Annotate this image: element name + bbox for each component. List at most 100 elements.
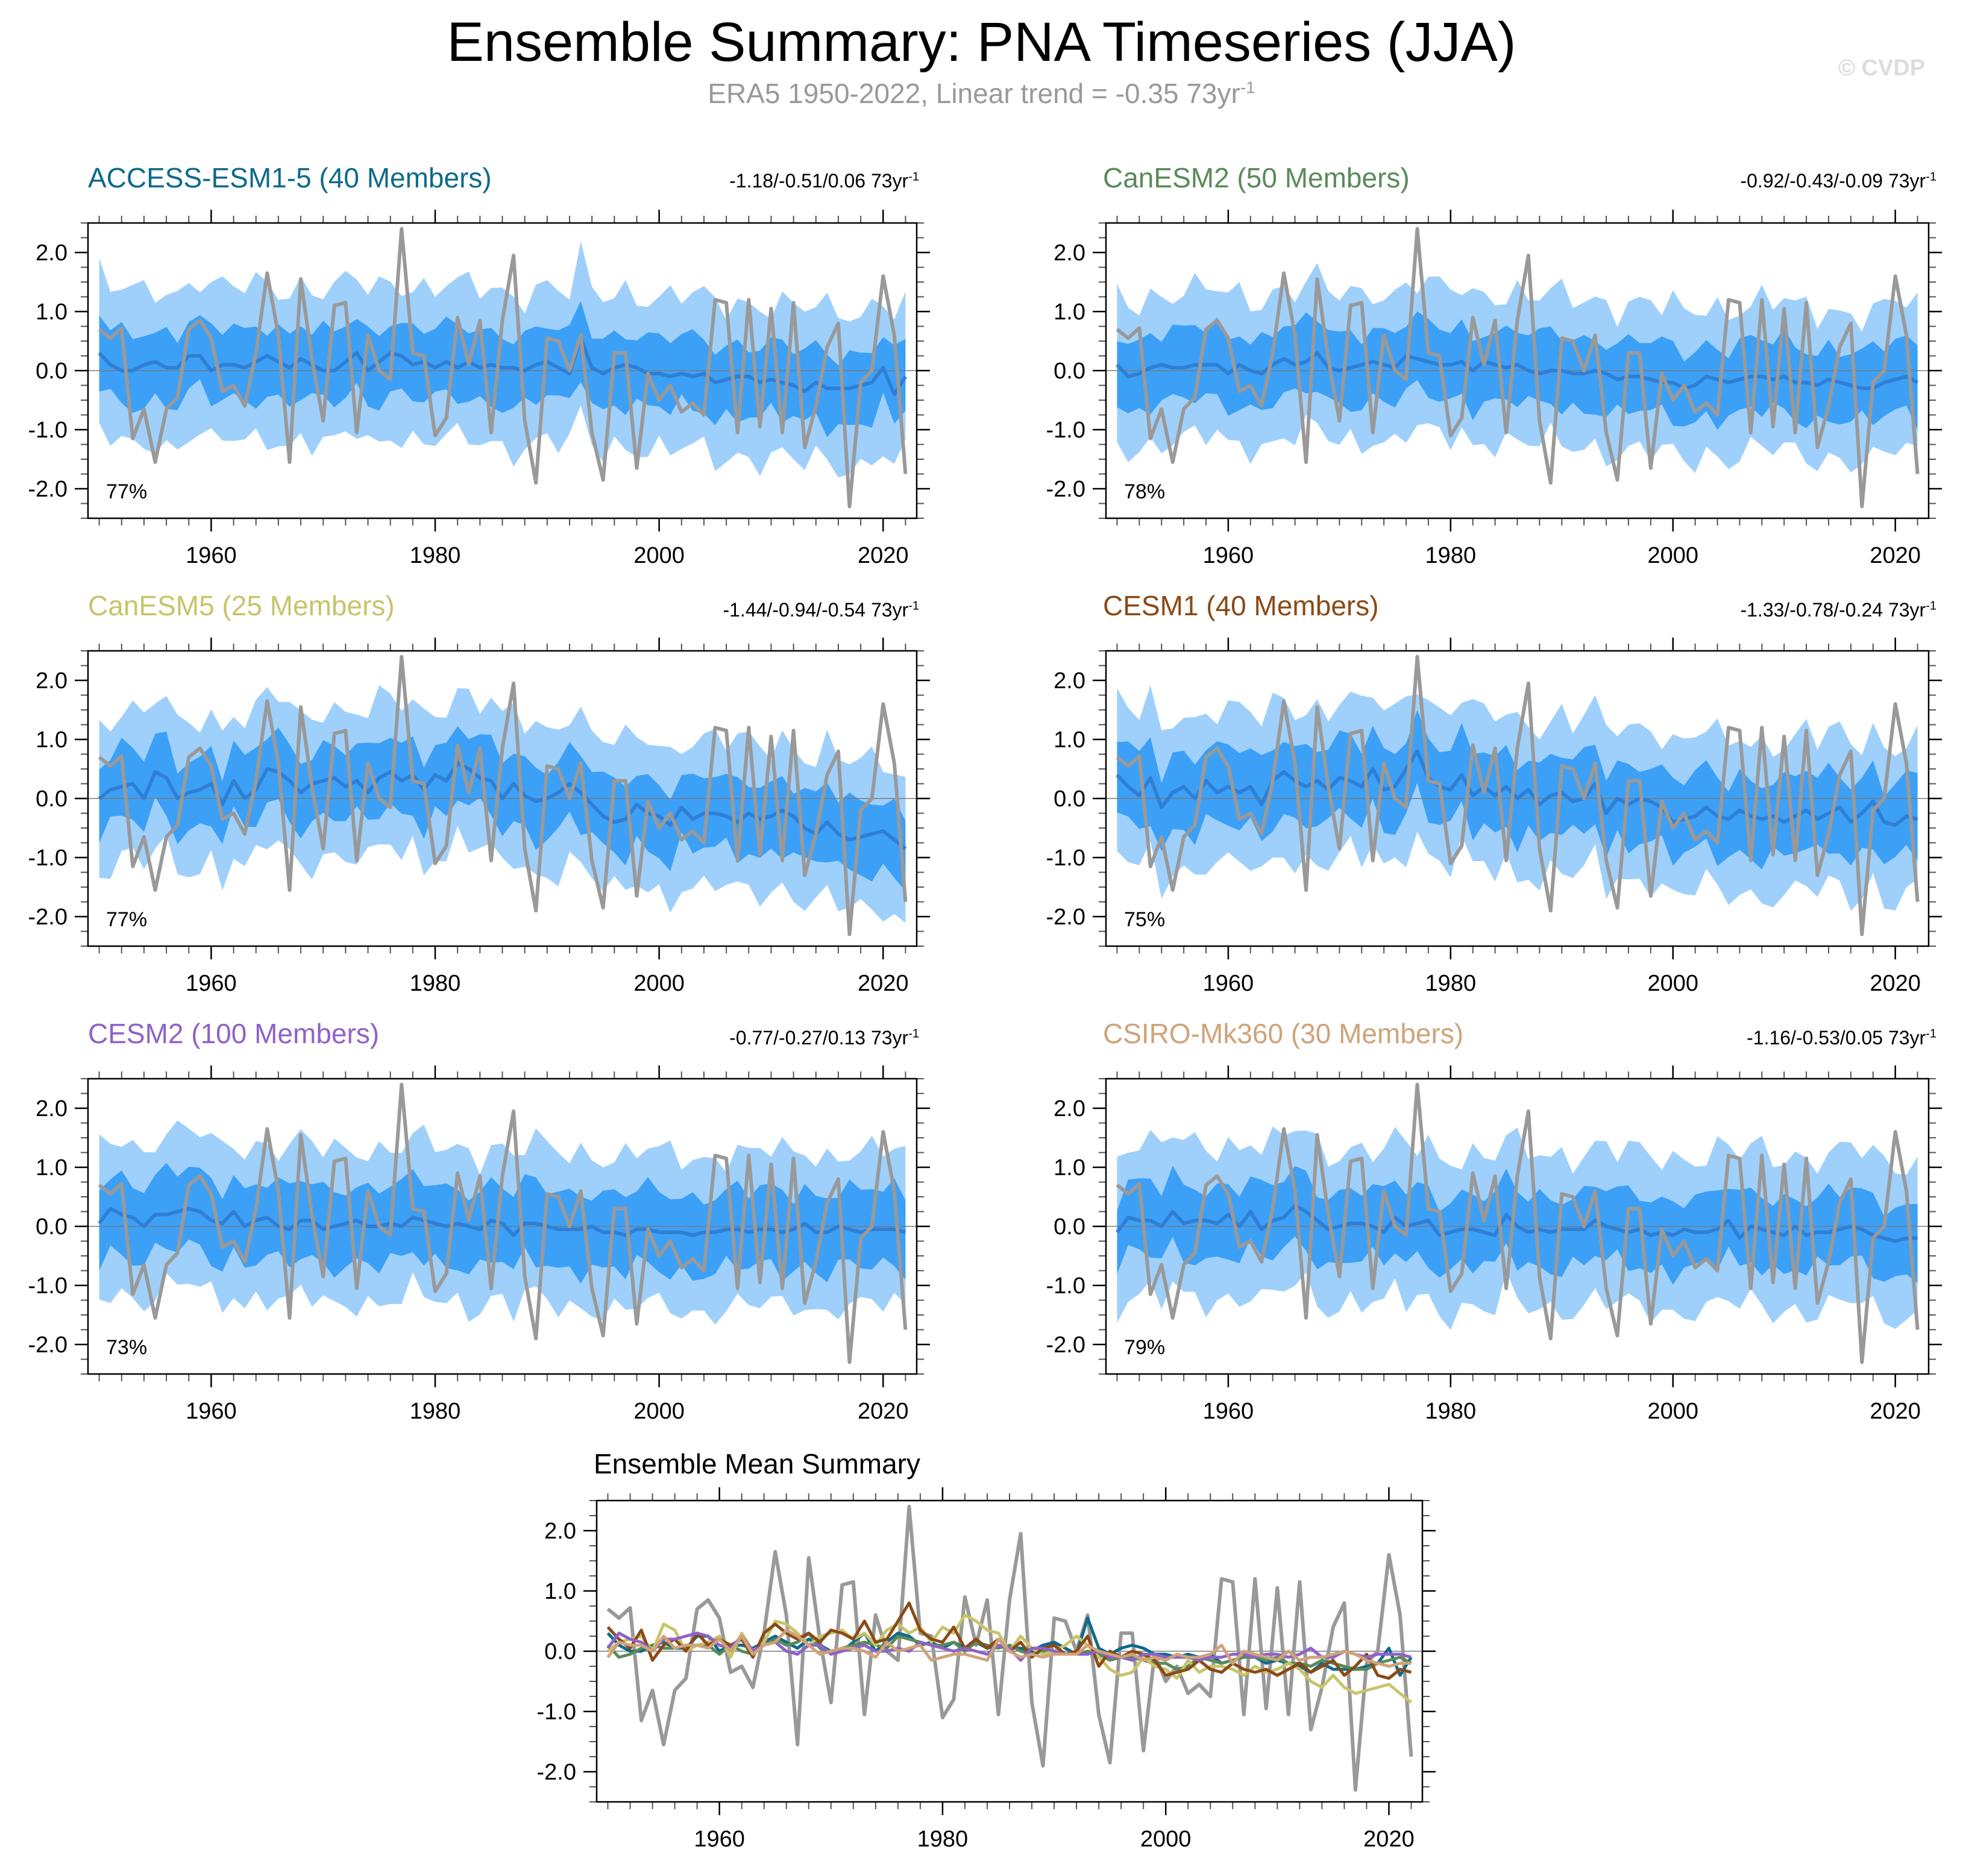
panel-pct-canesm2: 78% [1124,480,1166,503]
observation-line [98,654,908,936]
y-tick-label: -1.0 [1046,418,1085,443]
observation-line [1116,1082,1920,1364]
panel-trend-cesm1: -1.33/-0.78/-0.24 73yr-1 [1680,599,1936,621]
ensemble-mean-line [98,761,907,850]
x-tick-label: 2000 [1647,971,1698,996]
y-tick-label: -2.0 [1046,477,1085,502]
observation-line [1116,654,1920,936]
panel-5-frame [1105,1078,1930,1375]
trend-text: -1.44/-0.94/-0.54 73yr [723,599,909,621]
x-tick-label: 1960 [1203,971,1254,996]
panel-title-cesm1: CESM1 (40 Members) [1103,590,1379,621]
panel-pct-cesm1: 75% [1124,908,1166,931]
panel-pct-cesm2: 73% [106,1336,148,1359]
y-tick-label: -1.0 [28,418,68,443]
trend-superscript: -1 [908,599,919,613]
x-tick-label: 1980 [1425,543,1477,568]
y-tick-label: -2.0 [537,1760,576,1785]
panel-pct-canesm5: 77% [106,908,148,931]
y-tick-label: 2.0 [1054,668,1085,694]
x-tick-label: 2000 [1647,543,1698,568]
y-tick-label: -1.0 [1046,1273,1085,1299]
x-tick-label: 1960 [1203,1399,1254,1424]
x-tick-label: 1980 [1425,1399,1477,1424]
y-tick-label: 2.0 [544,1519,576,1544]
y-tick-label: -2.0 [1046,1332,1085,1358]
x-tick-label: 1960 [694,1827,745,1852]
y-tick-label: -1.0 [1046,845,1085,871]
ensemble-mean-line [1116,351,1919,391]
panel-trend-cesm2: -0.77/-0.27/0.13 73yr-1 [663,1027,919,1049]
summary-frame [595,1499,1424,1803]
x-tick-label: 1980 [410,1399,461,1424]
ensemble-mean-line [98,1206,906,1237]
y-tick-label: 1.0 [1054,1155,1085,1181]
x-tick-label: 2000 [1647,1399,1698,1424]
y-tick-label: 2.0 [36,1096,68,1122]
observation-line [1116,227,1920,509]
x-tick-label: 1960 [186,971,237,996]
panel-title-csiro: CSIRO-Mk360 (30 Members) [1103,1018,1464,1049]
y-tick-label: 2.0 [1054,240,1085,266]
y-tick-label: 2.0 [36,668,68,694]
panel-title-canesm5: CanESM5 (25 Members) [88,590,395,621]
y-tick-label: 0.0 [1054,1214,1085,1240]
x-tick-label: 2020 [1870,543,1921,568]
ensemble-mean-line-1 [606,1631,1412,1671]
panel-pct-csiro: 79% [1124,1336,1166,1359]
panel-title-cesm2: CESM2 (100 Members) [88,1018,380,1049]
inner-spread-band [99,726,906,891]
trend-text: -1.16/-0.53/0.05 73yr [1747,1027,1926,1049]
panel-1-axes: 1960 1980 2000 2020 2.0 1.0 0.0 -1.0 -2.0 [1046,210,1942,568]
ensemble-mean-line [1116,749,1918,827]
y-tick-label: 0.0 [1054,359,1085,384]
x-tick-label: 1980 [410,543,461,568]
y-tick-label: 2.0 [1054,1096,1085,1122]
y-tick-label: 0.0 [1054,786,1085,812]
panel-2-axes: 1960 1980 2000 2020 2.0 1.0 0.0 -1.0 -2.0 [28,638,930,996]
trend-superscript: -1 [1926,170,1936,184]
x-tick-label: 1980 [1425,971,1477,996]
x-tick-label: 1960 [1203,543,1254,568]
x-tick-label: 1960 [186,1399,237,1424]
ensemble-mean-line [98,336,907,397]
x-tick-label: 2020 [1870,971,1921,996]
y-tick-label: 1.0 [1054,300,1085,325]
trend-text: -1.33/-0.78/-0.24 73yr [1740,599,1926,621]
summary-title: Ensemble Mean Summary [594,1448,920,1479]
y-tick-label: 0.0 [36,786,68,812]
panel-4-axes: 1960 1980 2000 2020 2.0 1.0 0.0 -1.0 -2.0 [28,1065,930,1424]
panel-trend-csiro: -1.16/-0.53/0.05 73yr-1 [1680,1027,1936,1049]
y-tick-label: 0.0 [36,1214,68,1240]
ensemble-mean-line [1116,1203,1918,1243]
x-tick-label: 2020 [858,543,909,568]
observation-line [98,1082,908,1364]
x-tick-label: 2020 [1363,1827,1415,1852]
panel-trend-access: -1.18/-0.51/0.06 73yr-1 [663,170,919,192]
y-tick-label: -2.0 [28,477,68,502]
panel-trend-canesm5: -1.44/-0.94/-0.54 73yr-1 [663,599,919,621]
panel-5-axes: 1960 1980 2000 2020 2.0 1.0 0.0 -1.0 -2.0 [1046,1065,1942,1424]
y-tick-label: -2.0 [28,1332,68,1358]
x-tick-label: 2000 [1140,1827,1192,1852]
trend-text: -0.77/-0.27/0.13 73yr [729,1027,909,1049]
trend-superscript: -1 [1926,599,1936,613]
observation-line [606,1505,1413,1792]
x-tick-label: 1980 [917,1827,969,1852]
panel-0-frame [87,222,918,519]
copyright-watermark: © CVDP [1838,55,1926,81]
x-tick-label: 1980 [410,971,461,996]
trend-text: -1.18/-0.51/0.06 73yr [729,170,909,192]
subtitle-text: ERA5 1950-2022, Linear trend = -0.35 73y… [708,78,1240,109]
x-tick-label: 2020 [858,1399,909,1424]
trend-superscript: -1 [1926,1027,1936,1041]
panel-title-canesm2: CanESM2 (50 Members) [1103,162,1410,193]
panel-0-axes: 1960 1980 2000 2020 2.0 1.0 0.0 -1.0 -2.0 [28,210,930,568]
ensemble-mean-line-5 [606,1628,1412,1668]
y-tick-label: 1.0 [36,1155,68,1181]
panel-pct-access: 77% [106,480,148,503]
y-tick-label: 1.0 [36,727,68,753]
y-tick-label: 1.0 [1054,727,1085,753]
panel-1-frame [1105,222,1930,519]
x-tick-label: 2000 [633,971,685,996]
